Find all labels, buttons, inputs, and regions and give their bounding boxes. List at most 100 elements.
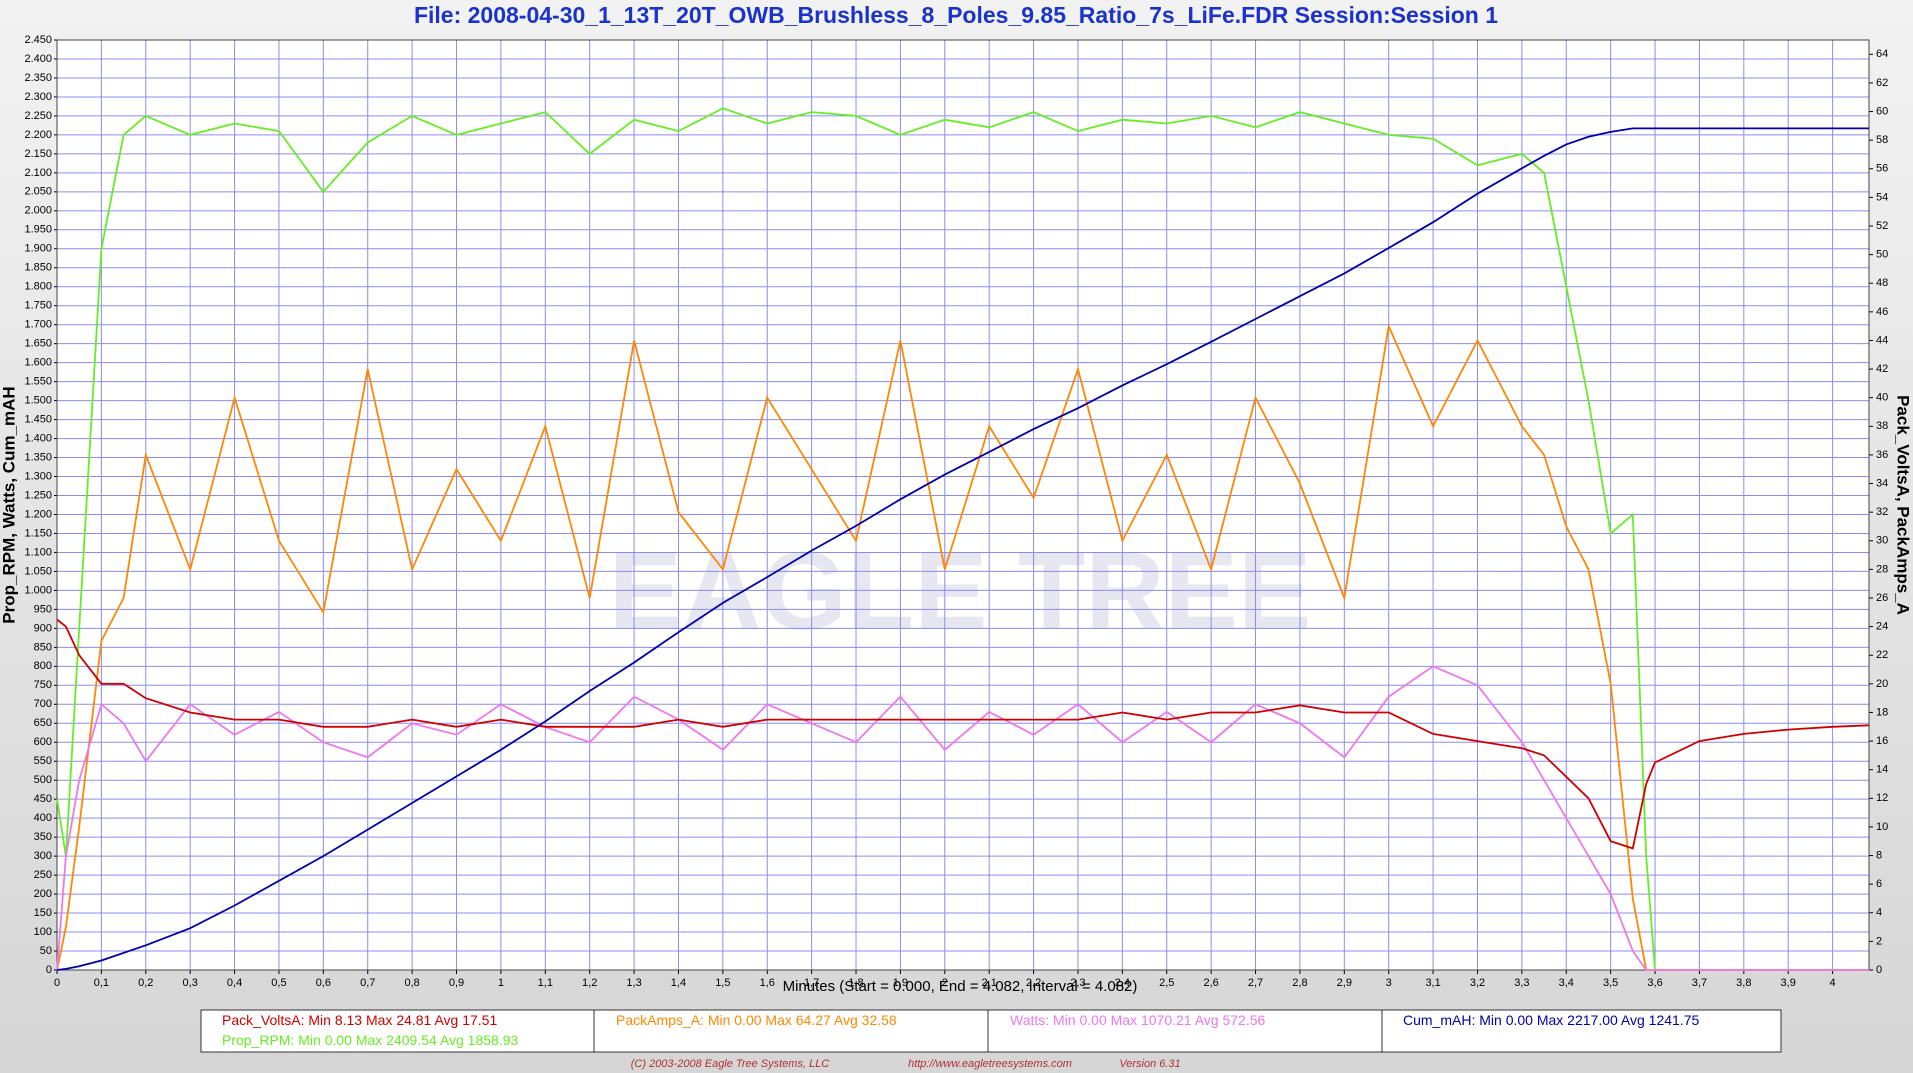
- y2-tick-label: 4: [1876, 907, 1882, 919]
- y-tick-label: 0: [46, 964, 52, 976]
- y-tick-label: 750: [34, 679, 52, 691]
- y-tick-label: 2.200: [24, 129, 52, 141]
- legend-name: PackAmps_A: [616, 1012, 701, 1028]
- y-tick-label: 2.000: [24, 205, 52, 217]
- x-tick-label: 1,7: [804, 977, 819, 989]
- x-tick-label: 0,4: [227, 977, 242, 989]
- footer-copyright: (C) 2003-2008 Eagle Tree Systems, LLC: [631, 1058, 830, 1070]
- x-tick-label: 2,7: [1248, 977, 1263, 989]
- x-tick-label: 3,8: [1736, 977, 1751, 989]
- y-tick-label: 1.600: [24, 357, 52, 369]
- x-tick-label: 2,1: [982, 977, 997, 989]
- x-tick-label: 1,9: [893, 977, 908, 989]
- x-tick-label: 2,9: [1337, 977, 1352, 989]
- x-tick-label: 1,3: [626, 977, 641, 989]
- x-tick-label: 0,5: [271, 977, 286, 989]
- x-tick-label: 0,2: [138, 977, 153, 989]
- x-tick-label: 1,5: [715, 977, 730, 989]
- y2-tick-label: 34: [1876, 477, 1888, 489]
- y2-tick-label: 18: [1876, 706, 1888, 718]
- x-tick-label: 4: [1830, 977, 1836, 989]
- footer-url: http://www.eagletreesystems.com: [908, 1058, 1072, 1070]
- y-tick-label: 1.850: [24, 262, 52, 274]
- x-tick-label: 3,3: [1514, 977, 1529, 989]
- y2-tick-label: 62: [1876, 77, 1888, 89]
- y-tick-label: 1.100: [24, 546, 52, 558]
- y-tick-label: 350: [34, 831, 52, 843]
- y2-tick-label: 60: [1876, 105, 1888, 117]
- series-line: [56, 127, 1869, 971]
- legend-stats: : Min 0.00 Max 2409.54 Avg 1858.93: [290, 1032, 518, 1048]
- y-tick-label: 1.200: [24, 508, 52, 520]
- y2-tick-label: 16: [1876, 735, 1888, 747]
- y-tick-label: 300: [34, 850, 52, 862]
- legend-name: Watts: [1010, 1012, 1045, 1028]
- y2-tick-label: 64: [1876, 48, 1888, 60]
- legend-name: Pack_VoltsA: [222, 1012, 301, 1028]
- x-tick-label: 0,7: [360, 977, 375, 989]
- y-tick-label: 1.000: [24, 584, 52, 596]
- y-tick-label: 450: [34, 793, 52, 805]
- y-tick-label: 550: [34, 755, 52, 767]
- y-tick-label: 50: [40, 945, 52, 957]
- legend-box: [200, 1009, 1782, 1053]
- y-tick-label: 150: [34, 907, 52, 919]
- legend-entry: Pack_VoltsA: Min 8.13 Max 24.81 Avg 17.5…: [222, 1012, 497, 1028]
- y-tick-label: 1.350: [24, 451, 52, 463]
- y-tick-label: 1.700: [24, 319, 52, 331]
- series-line: [56, 107, 1869, 971]
- series-line: [56, 665, 1869, 971]
- y-tick-label: 1.300: [24, 470, 52, 482]
- y-tick-label: 800: [34, 660, 52, 672]
- x-tick-label: 2,3: [1070, 977, 1085, 989]
- y-tick-label: 200: [34, 888, 52, 900]
- y-tick-label: 1.150: [24, 527, 52, 539]
- y2-tick-label: 46: [1876, 306, 1888, 318]
- y-tick-label: 950: [34, 603, 52, 615]
- series-line: [56, 618, 1870, 850]
- legend-stats: : Min 0.00 Max 2217.00 Avg 1241.75: [1471, 1012, 1699, 1028]
- y-tick-label: 1.650: [24, 338, 52, 350]
- y2-tick-label: 58: [1876, 134, 1888, 146]
- y2-tick-label: 24: [1876, 621, 1888, 633]
- x-tick-label: 1,8: [848, 977, 863, 989]
- plot-frame: [56, 39, 1870, 971]
- y-tick-label: 1.900: [24, 243, 52, 255]
- x-tick-label: 2: [942, 977, 948, 989]
- y-tick-label: 650: [34, 717, 52, 729]
- y-tick-label: 850: [34, 641, 52, 653]
- y2-tick-label: 56: [1876, 163, 1888, 175]
- y2-tick-label: 20: [1876, 678, 1888, 690]
- y-tick-label: 2.100: [24, 167, 52, 179]
- y-tick-label: 1.050: [24, 565, 52, 577]
- y2-tick-label: 32: [1876, 506, 1888, 518]
- y-tick-label: 700: [34, 698, 52, 710]
- y2-tick-label: 40: [1876, 392, 1888, 404]
- y-tick-label: 2.400: [24, 53, 52, 65]
- plot-area: [56, 39, 1870, 971]
- y2-tick-label: 8: [1876, 849, 1882, 861]
- y2-tick-label: 6: [1876, 878, 1882, 890]
- y2-tick-label: 28: [1876, 563, 1888, 575]
- x-tick-label: 0: [54, 977, 60, 989]
- x-tick-label: 3,6: [1647, 977, 1662, 989]
- legend-name: Prop_RPM: [222, 1032, 290, 1048]
- x-tick-label: 1,1: [538, 977, 553, 989]
- y2-tick-label: 26: [1876, 592, 1888, 604]
- x-tick-label: 2,2: [1026, 977, 1041, 989]
- y-tick-label: 500: [34, 774, 52, 786]
- x-tick-label: 3,9: [1781, 977, 1796, 989]
- y2-tick-label: 44: [1876, 334, 1888, 346]
- legend-stats: : Min 0.00 Max 1070.21 Avg 572.56: [1045, 1012, 1265, 1028]
- x-tick-label: 3,2: [1470, 977, 1485, 989]
- x-tick-label: 3: [1386, 977, 1392, 989]
- x-tick-label: 0,1: [94, 977, 109, 989]
- legend-entry: Prop_RPM: Min 0.00 Max 2409.54 Avg 1858.…: [222, 1032, 518, 1048]
- y2-tick-label: 36: [1876, 449, 1888, 461]
- y-tick-label: 100: [34, 926, 52, 938]
- y2-tick-label: 52: [1876, 220, 1888, 232]
- x-tick-label: 1,2: [582, 977, 597, 989]
- x-tick-label: 3,7: [1692, 977, 1707, 989]
- x-tick-label: 1,4: [671, 977, 686, 989]
- series-line: [56, 323, 1869, 971]
